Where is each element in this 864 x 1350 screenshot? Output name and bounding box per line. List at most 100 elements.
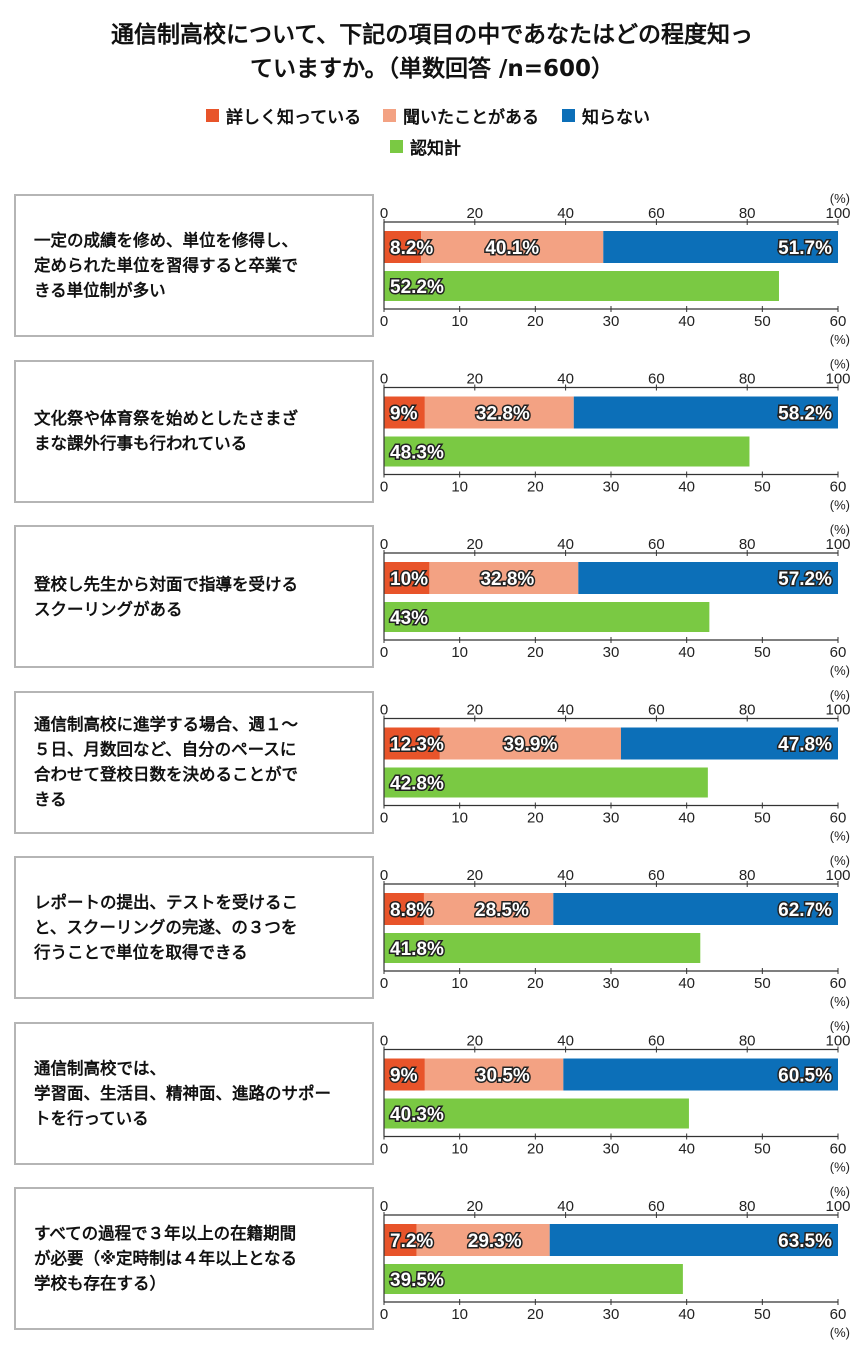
- bar-know-well: [384, 562, 430, 594]
- bottom-axis-tick-label: 10: [451, 479, 468, 496]
- top-axis-tick-label: 80: [739, 371, 756, 388]
- question-text: レポートの提出、テストを受けるこ と、スクーリングの完遂、の３つを 行うことで単位を…: [16, 890, 312, 965]
- bar-heard: [423, 893, 554, 925]
- bottom-axis-tick-label: 50: [754, 1306, 771, 1323]
- bottom-axis-unit: (%): [830, 663, 850, 678]
- bottom-axis-tick-label: 10: [451, 975, 468, 992]
- top-axis-tick-label: 60: [648, 867, 665, 884]
- question-line: レポートの提出、テストを受けるこ: [34, 893, 298, 912]
- bottom-axis-tick-label: 30: [603, 313, 620, 330]
- top-axis-tick-label: 80: [739, 702, 756, 719]
- top-axis-tick-label: 100: [825, 867, 850, 884]
- label-heard: 39.9%: [503, 735, 557, 756]
- question-line: きる: [34, 790, 67, 809]
- top-axis-tick-label: 100: [825, 371, 850, 388]
- bar-not-know: [578, 562, 838, 594]
- top-axis-tick-label: 0: [380, 1198, 388, 1215]
- top-axis-unit: (%): [830, 1019, 850, 1034]
- question-box: 通信制高校では、 学習面、生活目、精神面、進路のサポー トを行っている: [14, 1021, 374, 1165]
- label-recognition: 43%: [390, 608, 428, 629]
- legend-label-heard: 聞いたことがある: [403, 107, 539, 128]
- bottom-axis-tick-label: 40: [678, 1306, 695, 1323]
- label-recognition: 40.3%: [390, 1105, 444, 1126]
- top-axis-tick-label: 20: [466, 205, 483, 222]
- bar-not-know: [549, 1224, 838, 1256]
- question-box: 一定の成績を修め、単位を修得し、 定められた単位を習得すると卒業で きる単位制が多い: [14, 194, 374, 337]
- label-not-know: 62.7%: [778, 900, 832, 921]
- question-box: 文化祭や体育祭を始めとしたさまざ まな課外行事も行われている: [14, 359, 374, 503]
- bottom-axis-unit: (%): [830, 498, 850, 513]
- question-line: すべての過程で３年以上の在籍期間: [34, 1224, 297, 1243]
- question-line: ５日、月数回など、自分のペースに: [34, 740, 297, 759]
- top-axis-tick-label: 0: [380, 867, 388, 884]
- bottom-axis-tick-label: 60: [830, 1306, 847, 1323]
- label-know-well: 9%: [390, 404, 418, 425]
- bottom-axis-tick-label: 40: [678, 313, 695, 330]
- question-text: 通信制高校では、 学習面、生活目、精神面、進路のサポー トを行っている: [16, 1056, 345, 1131]
- label-not-know: 57.2%: [778, 569, 832, 590]
- question-text: すべての過程で３年以上の在籍期間 が必要（※定時制は４年以上となる 学校も存在する）: [16, 1221, 311, 1296]
- bottom-axis-tick-label: 50: [754, 479, 771, 496]
- bar-heard: [424, 396, 574, 429]
- bottom-axis-tick-label: 20: [527, 479, 544, 496]
- question-line: 一定の成績を修め、単位を修得し、: [34, 231, 298, 250]
- label-recognition: 41.8%: [390, 939, 444, 960]
- top-axis-tick-label: 20: [466, 867, 483, 884]
- label-know-well: 8.8%: [390, 900, 433, 921]
- top-axis-tick-label: 0: [380, 702, 388, 719]
- legend-swatch-know-well: [206, 108, 219, 122]
- bottom-axis-tick-label: 10: [451, 313, 468, 330]
- label-heard: 32.8%: [480, 569, 534, 590]
- question-line: 行うことで単位を取得できる: [34, 943, 248, 962]
- question-line: トを行っている: [34, 1108, 149, 1128]
- top-axis-tick-label: 20: [466, 536, 483, 553]
- bottom-axis-tick-label: 60: [830, 313, 847, 330]
- question-line: まな課外行事も行われている: [34, 434, 248, 453]
- bottom-axis-unit: (%): [830, 1160, 850, 1175]
- label-know-well: 7.2%: [390, 1231, 433, 1252]
- bottom-axis-tick-label: 60: [830, 810, 847, 827]
- bottom-axis-tick-label: 20: [527, 975, 544, 992]
- legend-item-heard: 聞いたことがある: [383, 104, 539, 128]
- bar-recognition: [384, 602, 710, 632]
- bottom-axis-tick-label: 20: [527, 313, 544, 330]
- question-line: 通信制高校に進学する場合、週１～: [34, 715, 298, 734]
- bar-not-know: [553, 893, 838, 925]
- top-axis-tick-label: 100: [825, 1198, 850, 1215]
- question-line: 学校も存在する）: [34, 1274, 166, 1293]
- bottom-axis-tick-label: 0: [380, 810, 388, 827]
- label-know-well: 12.3%: [390, 735, 444, 756]
- bar-know-well: [384, 231, 422, 263]
- label-heard: 29.3%: [468, 1231, 522, 1252]
- top-axis-tick-label: 0: [380, 205, 388, 222]
- bottom-axis-tick-label: 60: [830, 975, 847, 992]
- top-axis-tick-label: 60: [648, 702, 665, 719]
- top-axis-tick-label: 40: [557, 371, 574, 388]
- top-axis-tick-label: 100: [825, 702, 850, 719]
- label-recognition: 48.3%: [390, 443, 444, 464]
- top-axis-tick-label: 100: [825, 1033, 850, 1050]
- bar-recognition: [384, 767, 708, 798]
- bottom-axis-tick-label: 30: [603, 1141, 620, 1158]
- label-know-well: 9%: [390, 1066, 418, 1087]
- label-not-know: 60.5%: [778, 1066, 832, 1087]
- label-not-know: 51.7%: [778, 238, 832, 259]
- bottom-axis-tick-label: 0: [380, 1141, 388, 1158]
- legend-item-not-know: 知らない: [562, 104, 650, 128]
- top-axis-tick-label: 60: [648, 536, 665, 553]
- top-axis-tick-label: 20: [466, 1198, 483, 1215]
- label-heard: 32.8%: [476, 404, 530, 425]
- bottom-axis-tick-label: 0: [380, 313, 388, 330]
- bottom-axis-tick-label: 50: [754, 975, 771, 992]
- top-axis-tick-label: 80: [739, 867, 756, 884]
- bottom-axis-tick-label: 30: [603, 810, 620, 827]
- top-axis-tick-label: 40: [557, 867, 574, 884]
- top-axis-unit: (%): [830, 191, 850, 206]
- top-axis-unit: (%): [830, 1184, 850, 1199]
- legend-label-know-well: 詳しく知っている: [226, 107, 362, 128]
- top-axis-tick-label: 40: [557, 1198, 574, 1215]
